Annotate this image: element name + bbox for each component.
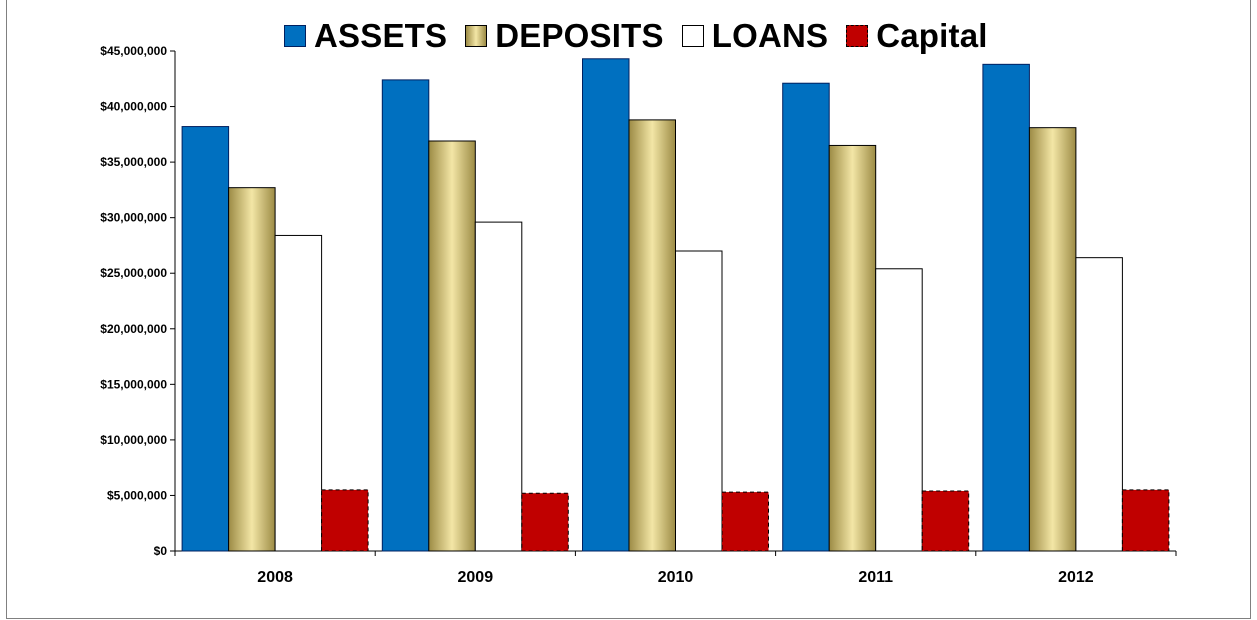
x-tick-label: 2008 xyxy=(257,569,293,586)
y-tick-label: $25,000,000 xyxy=(100,266,167,280)
bar-deposits-2011 xyxy=(828,144,877,552)
legend-item-assets: ASSETS xyxy=(284,17,447,55)
bar-loans-2008 xyxy=(274,234,323,552)
bar-capital-2012 xyxy=(1121,489,1170,552)
legend-label-capital: Capital xyxy=(876,17,988,54)
bar-loans-2012 xyxy=(1075,257,1123,552)
bar-loans-2009 xyxy=(474,221,523,552)
legend-label-deposits: DEPOSITS xyxy=(495,17,664,54)
y-tick-label: $40,000,000 xyxy=(100,100,167,114)
legend-item-deposits: DEPOSITS xyxy=(465,17,664,55)
chart-frame xyxy=(6,0,1251,619)
bar-assets-2012 xyxy=(982,63,1030,552)
legend: ASSETS DEPOSITS LOANS Capital xyxy=(284,14,988,58)
x-tick-label: 2009 xyxy=(458,569,494,586)
y-tick-label: $5,000,000 xyxy=(107,488,167,502)
y-tick-label: $15,000,000 xyxy=(100,377,167,391)
bar-capital-2010 xyxy=(721,491,769,552)
bar-capital-2011 xyxy=(921,490,970,552)
bars xyxy=(181,58,1170,552)
bar-capital-2008 xyxy=(321,489,369,552)
axis-labels: $0 $5,000,000 $10,000,000 $15,000,000 $20,00… xyxy=(100,44,1094,586)
bar-deposits-2012 xyxy=(1028,127,1077,552)
bar-loans-2011 xyxy=(875,268,923,552)
legend-item-capital: Capital xyxy=(846,17,987,55)
y-tick-label: $10,000,000 xyxy=(100,433,167,447)
legend-label-loans: LOANS xyxy=(711,17,829,54)
legend-label-assets: ASSETS xyxy=(314,17,448,54)
bar-deposits-2009 xyxy=(428,140,476,552)
legend-swatch-loans xyxy=(681,25,704,47)
bar-loans-2010 xyxy=(675,250,723,552)
y-tick-label: $20,000,000 xyxy=(100,322,167,336)
bar-capital-2009 xyxy=(521,492,569,552)
legend-swatch-deposits xyxy=(465,25,488,47)
legend-swatch-assets xyxy=(284,25,306,47)
bar-assets-2010 xyxy=(582,58,630,552)
bar-deposits-2010 xyxy=(628,119,676,552)
y-tick-label: $35,000,000 xyxy=(100,155,167,169)
y-tick-label: $0 xyxy=(154,544,168,558)
x-tick-label: 2010 xyxy=(658,569,694,586)
bar-assets-2011 xyxy=(782,82,830,552)
legend-item-loans: LOANS xyxy=(681,17,829,55)
y-tick-label: $45,000,000 xyxy=(100,44,167,58)
y-tick-label: $30,000,000 xyxy=(100,211,167,225)
bar-assets-2009 xyxy=(381,79,430,552)
x-tick-label: 2012 xyxy=(1058,569,1094,586)
legend-swatch-capital xyxy=(846,25,869,47)
bar-assets-2008 xyxy=(181,126,230,552)
x-tick-label: 2011 xyxy=(858,569,893,586)
bar-deposits-2008 xyxy=(228,187,276,552)
